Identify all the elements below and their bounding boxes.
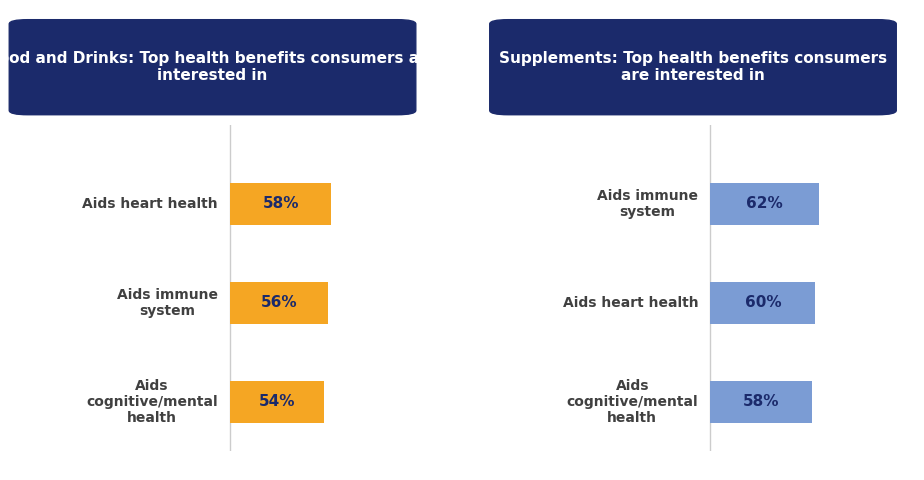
FancyBboxPatch shape: [230, 381, 324, 422]
FancyBboxPatch shape: [230, 183, 332, 225]
Text: Food and Drinks: Top health benefits consumers are
interested in: Food and Drinks: Top health benefits con…: [0, 51, 436, 84]
FancyBboxPatch shape: [9, 20, 416, 115]
Text: 56%: 56%: [261, 295, 298, 311]
Text: Aids
cognitive/mental
health: Aids cognitive/mental health: [566, 379, 699, 425]
Text: 58%: 58%: [743, 394, 779, 409]
Text: Aids heart health: Aids heart health: [563, 296, 699, 310]
Text: Aids immune
system: Aids immune system: [597, 189, 699, 219]
FancyBboxPatch shape: [490, 20, 896, 115]
Text: Aids immune
system: Aids immune system: [116, 288, 218, 318]
Text: Supplements: Top health benefits consumers
are interested in: Supplements: Top health benefits consume…: [499, 51, 887, 84]
Text: Aids
cognitive/mental
health: Aids cognitive/mental health: [86, 379, 218, 425]
Text: 62%: 62%: [747, 196, 783, 211]
FancyBboxPatch shape: [711, 183, 819, 225]
FancyBboxPatch shape: [711, 282, 815, 324]
Text: Aids heart health: Aids heart health: [82, 197, 218, 211]
Text: 54%: 54%: [259, 394, 296, 409]
Text: 58%: 58%: [262, 196, 298, 211]
Text: 60%: 60%: [745, 295, 781, 311]
FancyBboxPatch shape: [711, 381, 812, 422]
FancyBboxPatch shape: [230, 282, 328, 324]
